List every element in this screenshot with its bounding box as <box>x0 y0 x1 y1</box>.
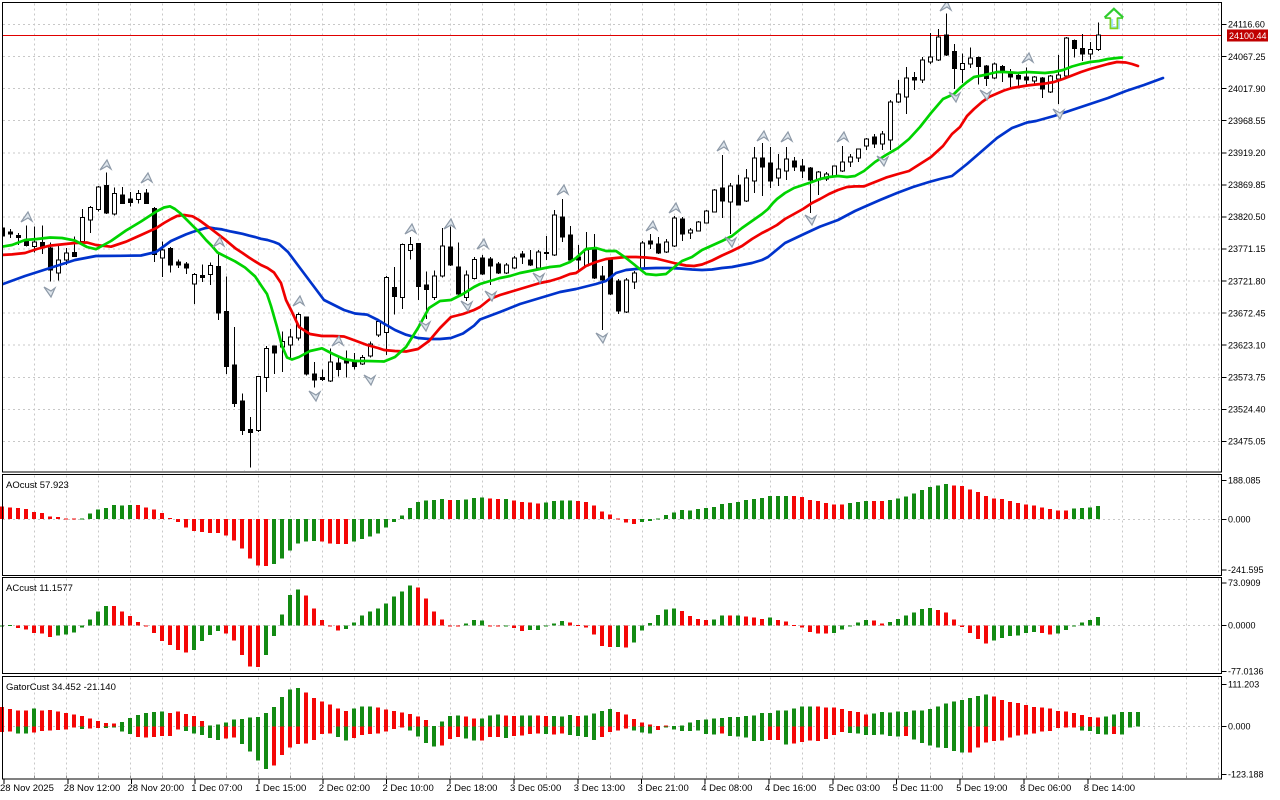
svg-text:-77.0136: -77.0136 <box>1228 667 1264 677</box>
svg-text:-241.595: -241.595 <box>1228 565 1264 575</box>
svg-text:AOcust 57.923: AOcust 57.923 <box>6 480 69 491</box>
svg-text:ACcust 11.1577: ACcust 11.1577 <box>6 583 73 594</box>
svg-text:2 Dec 18:00: 2 Dec 18:00 <box>446 783 497 794</box>
svg-text:24100.44: 24100.44 <box>1229 31 1267 41</box>
svg-text:23573.75: 23573.75 <box>1228 373 1266 383</box>
svg-text:3 Dec 21:00: 3 Dec 21:00 <box>638 783 689 794</box>
svg-text:23623.10: 23623.10 <box>1228 340 1266 350</box>
svg-text:111.203: 111.203 <box>1228 680 1259 690</box>
svg-text:28 Nov 12:00: 28 Nov 12:00 <box>64 783 121 794</box>
svg-text:28 Nov 2025: 28 Nov 2025 <box>0 783 54 794</box>
svg-text:73.0909: 73.0909 <box>1228 578 1261 588</box>
svg-text:2 Dec 02:00: 2 Dec 02:00 <box>319 783 370 794</box>
svg-text:23820.50: 23820.50 <box>1228 212 1266 222</box>
svg-text:0.0000: 0.0000 <box>1228 621 1256 631</box>
svg-text:0.000: 0.000 <box>1228 722 1251 732</box>
svg-text:24067.25: 24067.25 <box>1228 52 1266 62</box>
svg-text:GatorCust 34.452 -21.140: GatorCust 34.452 -21.140 <box>6 682 116 693</box>
svg-text:2 Dec 10:00: 2 Dec 10:00 <box>383 783 434 794</box>
svg-text:-123.188: -123.188 <box>1228 770 1264 780</box>
svg-text:3 Dec 05:00: 3 Dec 05:00 <box>510 783 561 794</box>
svg-text:188.085: 188.085 <box>1228 476 1261 486</box>
svg-text:23869.85: 23869.85 <box>1228 180 1266 190</box>
svg-text:5 Dec 11:00: 5 Dec 11:00 <box>893 783 944 794</box>
svg-text:3 Dec 13:00: 3 Dec 13:00 <box>574 783 625 794</box>
svg-text:23524.40: 23524.40 <box>1228 405 1266 415</box>
svg-text:23771.15: 23771.15 <box>1228 244 1266 254</box>
svg-text:23919.20: 23919.20 <box>1228 148 1266 158</box>
svg-text:28 Nov 20:00: 28 Nov 20:00 <box>128 783 185 794</box>
svg-text:1 Dec 15:00: 1 Dec 15:00 <box>255 783 306 794</box>
svg-text:23672.45: 23672.45 <box>1228 308 1266 318</box>
svg-text:5 Dec 03:00: 5 Dec 03:00 <box>829 783 880 794</box>
svg-text:23475.05: 23475.05 <box>1228 437 1266 447</box>
svg-text:24116.60: 24116.60 <box>1228 20 1265 30</box>
svg-text:4 Dec 16:00: 4 Dec 16:00 <box>765 783 816 794</box>
svg-text:8 Dec 06:00: 8 Dec 06:00 <box>1020 783 1071 794</box>
svg-text:23968.55: 23968.55 <box>1228 116 1266 126</box>
svg-text:23721.80: 23721.80 <box>1228 276 1266 286</box>
svg-text:4 Dec 08:00: 4 Dec 08:00 <box>701 783 752 794</box>
svg-text:8 Dec 14:00: 8 Dec 14:00 <box>1084 783 1135 794</box>
svg-text:0.000: 0.000 <box>1228 515 1251 525</box>
svg-text:1 Dec 07:00: 1 Dec 07:00 <box>191 783 242 794</box>
svg-text:5 Dec 19:00: 5 Dec 19:00 <box>956 783 1007 794</box>
svg-text:24017.90: 24017.90 <box>1228 84 1266 94</box>
